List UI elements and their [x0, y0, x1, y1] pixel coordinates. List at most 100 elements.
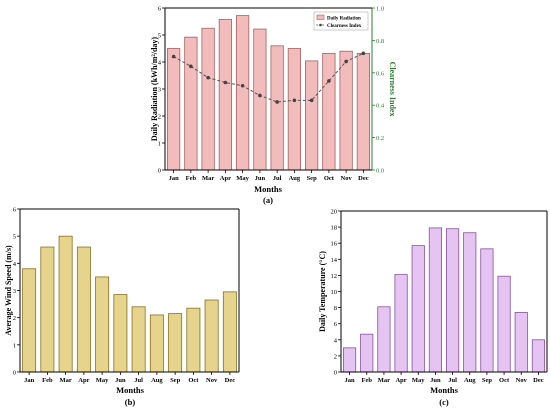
- y-tick-label: 2: [334, 353, 337, 360]
- bar-c-apr: [394, 274, 408, 373]
- x-tick-label: Apr: [220, 175, 231, 182]
- bar-c-feb: [360, 333, 374, 373]
- x-tick-label: Mar: [378, 377, 390, 384]
- bar-b-jul: [131, 306, 146, 373]
- bar-c-jul: [445, 228, 460, 373]
- bar-c-oct: [497, 275, 511, 373]
- y-tick-label: 2: [158, 114, 161, 121]
- x-tick-label: May: [412, 377, 425, 384]
- x-tick-label: Jun: [430, 377, 441, 384]
- clearness-point-feb: [189, 64, 193, 69]
- bar-b-apr: [76, 246, 91, 373]
- y-tick-label: 18: [331, 225, 338, 232]
- bar-a-jul: [270, 45, 284, 171]
- x-tick-label: May: [236, 175, 249, 182]
- x-tick-label: Apr: [395, 377, 406, 384]
- y2-axis-label: Clearness Index: [388, 62, 397, 117]
- bar-a-sep: [305, 60, 319, 171]
- y2-tick-label: 0.4: [376, 103, 385, 110]
- y-tick-label: 5: [158, 33, 161, 40]
- bar-c-nov: [514, 312, 528, 373]
- x-tick-label: Jun: [115, 377, 126, 384]
- x-tick-label: Jan: [169, 175, 180, 182]
- y-tick-label: 1: [158, 141, 161, 148]
- clearness-point-jul: [275, 100, 279, 104]
- clearness-point-mar: [206, 75, 210, 80]
- y2-tick-label: 0.0: [376, 168, 384, 175]
- x-tick-label: Aug: [151, 377, 163, 384]
- bar-b-aug: [149, 314, 164, 373]
- x-axis-label: Months: [254, 184, 283, 194]
- y2-tick-label: 0.8: [376, 38, 384, 45]
- x-tick-label: Oct: [188, 377, 199, 384]
- bar-b-may: [95, 276, 110, 373]
- x-tick-label: Jul: [134, 377, 143, 384]
- bar-b-jan: [22, 268, 37, 373]
- y2-tick-label: 0.2: [376, 135, 384, 142]
- y-tick-label: 4: [158, 60, 162, 67]
- legend-box: [313, 11, 369, 31]
- x-tick-label: Dec: [358, 175, 369, 182]
- clearness-point-apr: [223, 80, 228, 85]
- clearness-point-dec: [361, 51, 366, 56]
- y-tick-label: 6: [13, 207, 17, 214]
- bar-a-aug: [287, 48, 301, 171]
- x-tick-label: Sep: [307, 175, 318, 182]
- bar-a-apr: [218, 18, 232, 171]
- panel-label: (c): [439, 397, 449, 407]
- clearness-point-oct: [327, 79, 331, 83]
- bar-a-jun: [253, 28, 267, 171]
- y-tick-label: 10: [331, 289, 338, 296]
- clearness-point-may: [240, 83, 245, 88]
- bar-c-jun: [428, 227, 442, 373]
- bar-c-sep: [480, 248, 494, 373]
- y-tick-label: 0: [334, 370, 337, 377]
- x-tick-label: Dec: [533, 377, 544, 384]
- x-tick-label: Oct: [324, 175, 335, 182]
- y-tick-label: 20: [331, 209, 338, 216]
- bar-c-aug: [463, 232, 477, 373]
- x-tick-label: Mar: [59, 377, 71, 384]
- x-axis-label: Months: [430, 385, 459, 395]
- bar-c-dec: [531, 339, 545, 373]
- bar-b-dec: [222, 291, 237, 373]
- y-tick-label: 6: [158, 6, 162, 13]
- y-tick-label: 2: [13, 315, 16, 322]
- clearness-point-aug: [292, 98, 297, 103]
- x-tick-label: Nov: [341, 175, 353, 182]
- y-tick-label: 1: [13, 342, 16, 349]
- bar-a-nov: [339, 50, 353, 171]
- y-tick-label: 0: [158, 168, 161, 175]
- bar-b-jun: [113, 294, 128, 373]
- panel-label: (b): [125, 397, 136, 407]
- y-tick-label: 4: [13, 261, 17, 268]
- clearness-point-nov: [344, 59, 348, 64]
- bar-a-dec: [356, 52, 370, 171]
- x-tick-label: Sep: [170, 377, 181, 384]
- clearness-point-sep: [309, 98, 314, 103]
- x-tick-label: Jun: [255, 175, 266, 182]
- y-tick-label: 3: [13, 288, 16, 295]
- clearness-point-jun: [258, 93, 262, 98]
- bar-b-feb: [40, 246, 55, 373]
- x-tick-label: Nov: [516, 377, 528, 384]
- x-tick-label: Feb: [186, 175, 197, 182]
- legend-swatch-radiation: [316, 14, 325, 20]
- x-tick-label: Feb: [362, 377, 373, 384]
- bar-b-nov: [204, 299, 219, 373]
- x-tick-label: Sep: [482, 377, 493, 384]
- x-tick-label: Jan: [24, 377, 35, 384]
- bar-b-sep: [168, 313, 183, 373]
- y-tick-label: 6: [334, 321, 338, 328]
- bar-c-jan: [342, 347, 357, 373]
- clearness-point-jan: [171, 54, 176, 59]
- x-axis-label: Months: [116, 385, 145, 395]
- bar-a-mar: [201, 27, 215, 171]
- x-tick-label: May: [96, 377, 109, 384]
- y2-tick-label: 1.0: [376, 6, 384, 13]
- bar-a-feb: [184, 36, 198, 171]
- bar-a-jan: [167, 48, 181, 171]
- x-tick-label: Jul: [448, 377, 457, 384]
- y-axis-label: Daily Temperature (°C): [318, 251, 327, 332]
